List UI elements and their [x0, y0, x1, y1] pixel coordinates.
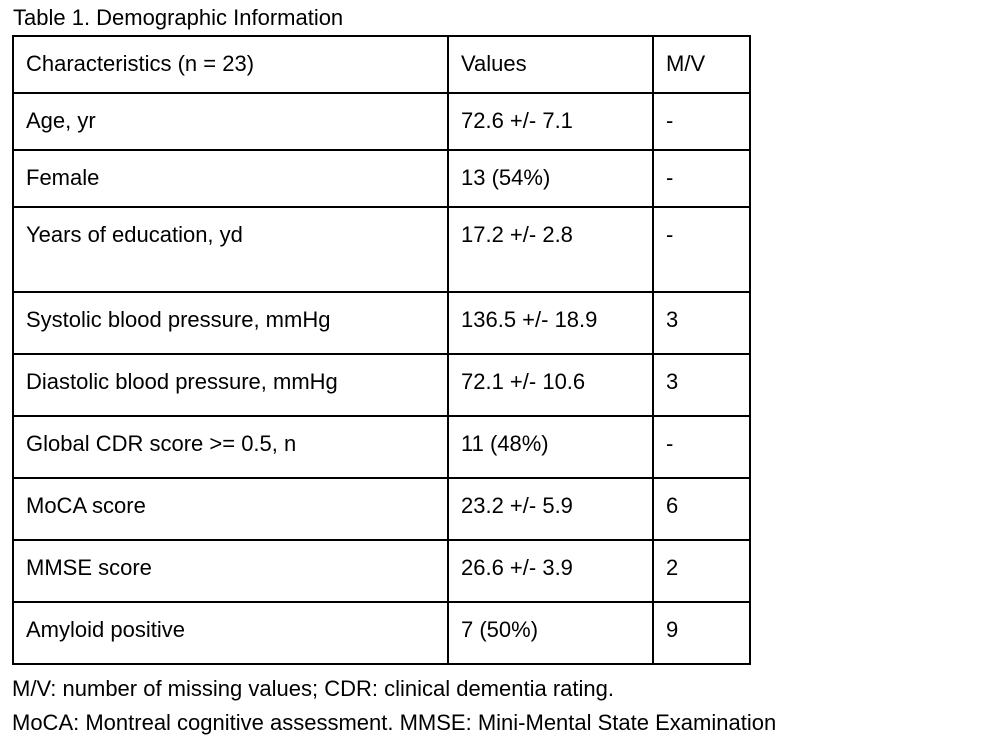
table-row: Global CDR score >= 0.5, n 11 (48%) -: [12, 415, 751, 479]
cell-value: 11 (48%): [447, 415, 654, 479]
cell-value: 26.6 +/- 3.9: [447, 539, 654, 603]
cell-mv: -: [652, 149, 751, 208]
table-row: Female 13 (54%) -: [12, 149, 751, 208]
cell-mv: 9: [652, 601, 751, 665]
cell-characteristic: MoCA score: [12, 477, 449, 541]
cell-value: 13 (54%): [447, 149, 654, 208]
cell-characteristic: Age, yr: [12, 92, 449, 151]
cell-characteristic: Diastolic blood pressure, mmHg: [12, 353, 449, 417]
cell-value: 23.2 +/- 5.9: [447, 477, 654, 541]
table-footnotes: M/V: number of missing values; CDR: clin…: [12, 672, 1006, 740]
table-row: Systolic blood pressure, mmHg 136.5 +/- 1…: [12, 291, 751, 355]
cell-value: 17.2 +/- 2.8: [447, 206, 654, 293]
column-header-mv: M/V: [652, 35, 751, 94]
footnote-line-2: MoCA: Montreal cognitive assessment. MMS…: [12, 710, 777, 735]
cell-mv: -: [652, 92, 751, 151]
table-row: Years of education, yd 17.2 +/- 2.8-: [12, 206, 751, 293]
cell-mv: -: [652, 415, 751, 479]
table-row: Amyloid positive 7 (50%) 9: [12, 601, 751, 665]
table-caption: Table 1. Demographic Information: [13, 5, 344, 30]
cell-characteristic: Systolic blood pressure, mmHg: [12, 291, 449, 355]
cell-characteristic: Female: [12, 149, 449, 208]
cell-mv: 3: [652, 353, 751, 417]
cell-value: 136.5 +/- 18.9: [447, 291, 654, 355]
cell-value: 72.6 +/- 7.1: [447, 92, 654, 151]
cell-mv: 3: [652, 291, 751, 355]
table-header-row: Characteristics (n = 23) Values M/V: [12, 35, 751, 94]
cell-characteristic: Global CDR score >= 0.5, n: [12, 415, 449, 479]
cell-mv: 2: [652, 539, 751, 603]
demographics-table: Characteristics (n = 23) Values M/V Age,…: [12, 35, 751, 665]
cell-value: 7 (50%): [447, 601, 654, 665]
table-row: MoCA score 23.2 +/- 5.9 6: [12, 477, 751, 541]
cell-mv: -: [652, 206, 751, 293]
table-row: Diastolic blood pressure, mmHg 72.1 +/- 1…: [12, 353, 751, 417]
cell-value: 72.1 +/- 10.6: [447, 353, 654, 417]
footnote-line-1: M/V: number of missing values; CDR: clin…: [12, 676, 614, 701]
cell-mv: 6: [652, 477, 751, 541]
cell-characteristic: Years of education, yd: [12, 206, 449, 293]
cell-characteristic: MMSE score: [12, 539, 449, 603]
table-row: Age, yr 72.6 +/- 7.1-: [12, 92, 751, 151]
table-row: MMSE score 26.6 +/- 3.9 2: [12, 539, 751, 603]
cell-characteristic: Amyloid positive: [12, 601, 449, 665]
column-header-characteristics: Characteristics (n = 23): [12, 35, 449, 94]
column-header-values: Values: [447, 35, 654, 94]
